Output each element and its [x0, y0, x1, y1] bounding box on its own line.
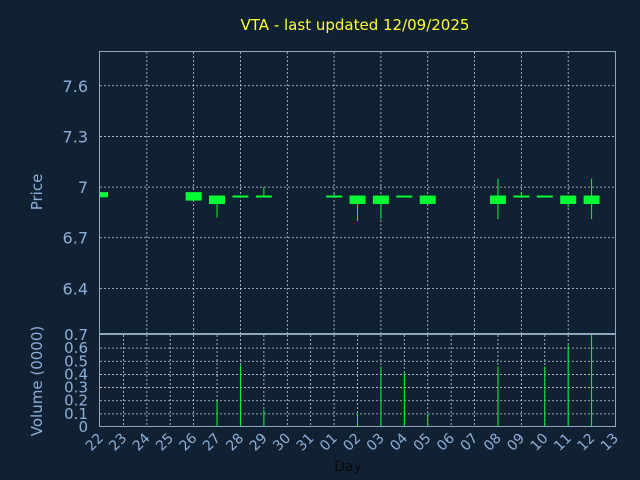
- x-tick-label: 29: [247, 431, 271, 455]
- candle-body: [396, 195, 413, 198]
- price-panel: 6.4 6.7 7 7.3 7.6 Price: [28, 51, 616, 334]
- x-axis-label: Day: [334, 459, 362, 475]
- volume-tick-label: 0.5: [64, 352, 88, 370]
- x-axis-ticks: 22 23 24 25 26 27 28 29 30 31 01 02 03 04 05 06 07 08 09 10…: [83, 430, 622, 454]
- chart-title: VTA - last updated 12/09/2025: [241, 16, 470, 34]
- price-tick-label: 6.7: [63, 229, 88, 248]
- volume-panel: 00.10.20.30.40.50.60.7 Volume (0000): [28, 326, 616, 436]
- volume-tick-label: 0.4: [64, 365, 88, 383]
- candle-body: [560, 195, 577, 204]
- candle-body: [185, 192, 202, 201]
- candle-body: [255, 195, 272, 198]
- x-tick-label: 09: [504, 431, 528, 455]
- x-tick-label: 12: [574, 431, 598, 455]
- x-tick-label: 10: [528, 431, 552, 455]
- x-tick-label: 28: [223, 431, 247, 455]
- candle-body: [419, 195, 436, 204]
- x-tick-label: 25: [153, 431, 177, 455]
- x-tick-label: 13: [598, 431, 622, 455]
- price-tick-label: 7: [78, 178, 88, 197]
- x-tick-label: 02: [340, 431, 364, 455]
- volume-tick-label: 0.3: [64, 379, 88, 397]
- candle-body: [209, 195, 226, 204]
- candle-body: [489, 195, 506, 204]
- volume-tick-label: 0.2: [64, 392, 88, 410]
- price-plot-frame: [99, 51, 616, 334]
- volume-tick-label: 0.1: [64, 405, 88, 423]
- x-tick-label: 06: [434, 430, 458, 454]
- price-tick-label: 6.4: [63, 279, 88, 298]
- x-tick-label: 23: [106, 431, 130, 455]
- price-axis-label: Price: [28, 174, 46, 211]
- x-tick-label: 24: [130, 430, 154, 454]
- candle-body: [232, 195, 249, 198]
- volume-tick-label: 0.6: [64, 339, 88, 357]
- x-tick-label: 07: [457, 431, 481, 455]
- x-tick-label: 03: [364, 431, 388, 455]
- x-tick-label: 31: [294, 431, 318, 455]
- x-tick-label: 30: [270, 431, 294, 455]
- price-tick-label: 7.3: [63, 127, 88, 146]
- volume-tick-label: 0.7: [64, 326, 88, 344]
- candle-body: [349, 195, 366, 204]
- x-tick-label: 01: [317, 431, 341, 455]
- volume-plot-frame: [99, 334, 616, 427]
- volume-axis-label: Volume (0000): [28, 326, 46, 436]
- x-tick-label: 05: [411, 431, 435, 455]
- candle-body: [536, 195, 553, 198]
- x-tick-label: 11: [551, 431, 575, 455]
- x-tick-label: 04: [387, 430, 411, 454]
- candle-body: [100, 192, 108, 198]
- price-tick-label: 7.6: [63, 77, 88, 96]
- x-tick-label: 27: [200, 431, 224, 455]
- x-tick-label: 08: [481, 431, 505, 455]
- candle-body: [513, 195, 530, 198]
- x-tick-label: 26: [177, 430, 201, 454]
- volume-tick-label: 0: [78, 418, 88, 436]
- candle-body: [326, 195, 343, 198]
- candle-body: [372, 195, 389, 204]
- candle-body: [583, 195, 600, 204]
